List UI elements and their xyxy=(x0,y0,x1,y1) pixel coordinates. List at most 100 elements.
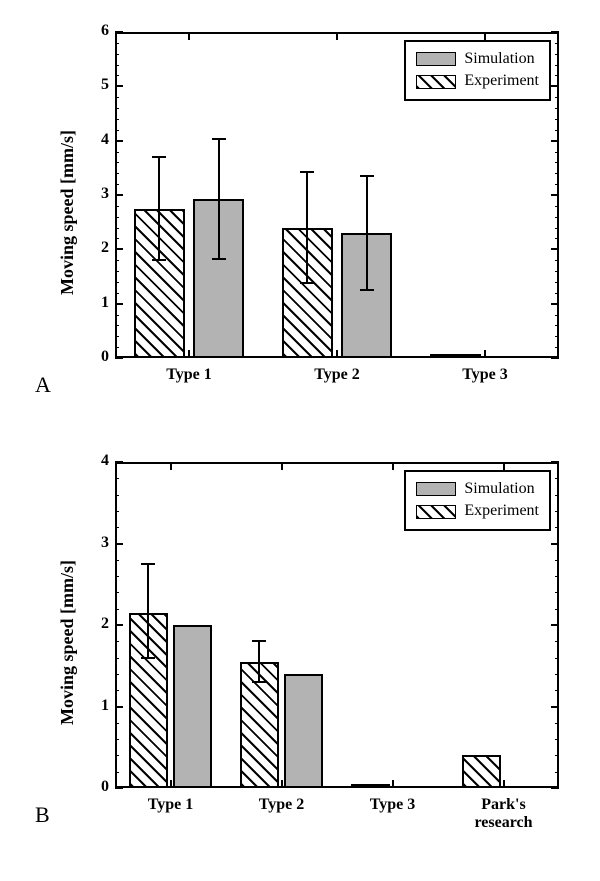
ytick-minor xyxy=(555,576,559,577)
errorbar-cap xyxy=(300,171,314,173)
errorbar xyxy=(218,139,220,259)
legend-label: Experiment xyxy=(464,70,539,92)
ytick-minor xyxy=(115,217,119,218)
errorbar xyxy=(147,564,149,658)
ytick-minor xyxy=(115,173,119,174)
ytick-minor xyxy=(555,260,559,261)
ytick-minor xyxy=(555,755,559,756)
ytick xyxy=(551,194,559,196)
errorbar-cap xyxy=(212,138,226,140)
ytick-minor xyxy=(115,315,119,316)
ytick-minor xyxy=(115,723,119,724)
ytick-label: 0 xyxy=(81,348,109,366)
ytick-minor xyxy=(115,282,119,283)
legend-row: Simulation xyxy=(416,478,539,500)
bar-simulation xyxy=(284,674,323,788)
ytick-minor xyxy=(115,271,119,272)
ytick-minor xyxy=(115,658,119,659)
xtick xyxy=(503,780,505,788)
panel-a-legend: SimulationExperiment xyxy=(404,40,551,101)
ytick-minor xyxy=(555,772,559,773)
ytick-minor xyxy=(115,325,119,326)
ytick-minor xyxy=(555,690,559,691)
ytick-minor xyxy=(115,511,119,512)
xtick xyxy=(188,350,190,358)
ytick xyxy=(115,303,123,305)
ytick-minor xyxy=(555,184,559,185)
xtick xyxy=(503,462,505,470)
xtick-label: Type 2 xyxy=(222,796,342,814)
errorbar-cap xyxy=(252,640,266,642)
ytick xyxy=(115,85,123,87)
ytick-minor xyxy=(115,347,119,348)
ytick-minor xyxy=(115,130,119,131)
ytick-minor xyxy=(115,293,119,294)
ytick-minor xyxy=(115,108,119,109)
ytick-minor xyxy=(115,495,119,496)
errorbar-cap xyxy=(141,563,155,565)
ytick-minor xyxy=(555,282,559,283)
ytick-minor xyxy=(115,609,119,610)
errorbar xyxy=(366,176,368,290)
ytick-label: 3 xyxy=(81,534,109,552)
ytick-label: 6 xyxy=(81,22,109,40)
ytick-minor xyxy=(115,739,119,740)
ytick-minor xyxy=(115,560,119,561)
ytick-minor xyxy=(115,97,119,98)
ytick-label: 3 xyxy=(81,185,109,203)
ytick xyxy=(551,624,559,626)
ytick xyxy=(115,194,123,196)
ytick-label: 4 xyxy=(81,452,109,470)
ytick-minor xyxy=(555,173,559,174)
ytick-minor xyxy=(555,119,559,120)
figure-page: Moving speed [mm/s] A SimulationExperime… xyxy=(0,0,600,881)
xtick-label: Type 1 xyxy=(129,366,249,384)
errorbar-cap xyxy=(300,282,314,284)
ytick-minor xyxy=(115,238,119,239)
panel-a-letter: A xyxy=(35,372,51,398)
panel-a-ylabel: Moving speed [mm/s] xyxy=(57,130,78,295)
ytick-label: 1 xyxy=(81,697,109,715)
ytick xyxy=(115,357,123,359)
ytick xyxy=(551,303,559,305)
ytick-minor xyxy=(115,527,119,528)
xtick-label: Type 3 xyxy=(333,796,453,814)
ytick-minor xyxy=(555,527,559,528)
ytick xyxy=(551,85,559,87)
ytick-minor xyxy=(115,119,119,120)
ytick-minor xyxy=(555,43,559,44)
ytick-minor xyxy=(115,755,119,756)
errorbar-cap xyxy=(360,289,374,291)
ytick-minor xyxy=(555,238,559,239)
ytick-minor xyxy=(555,108,559,109)
ytick-minor xyxy=(115,54,119,55)
ytick-minor xyxy=(555,641,559,642)
legend-row: Experiment xyxy=(416,70,539,92)
ytick xyxy=(551,461,559,463)
ytick-minor xyxy=(115,43,119,44)
ytick-minor xyxy=(115,674,119,675)
ytick-label: 5 xyxy=(81,76,109,94)
ytick-minor xyxy=(115,206,119,207)
ytick-minor xyxy=(555,609,559,610)
ytick xyxy=(551,706,559,708)
ytick xyxy=(115,31,123,33)
ytick-minor xyxy=(555,560,559,561)
ytick xyxy=(115,461,123,463)
ytick-minor xyxy=(115,592,119,593)
panel-b-ylabel: Moving speed [mm/s] xyxy=(57,560,78,725)
legend-swatch xyxy=(416,505,456,519)
xtick-label: Type 3 xyxy=(425,366,545,384)
ytick-minor xyxy=(555,336,559,337)
ytick-minor xyxy=(555,478,559,479)
xtick xyxy=(336,32,338,40)
legend-swatch xyxy=(416,482,456,496)
ytick-minor xyxy=(115,690,119,691)
errorbar xyxy=(258,641,260,682)
xtick-label: Park'sresearch xyxy=(444,796,564,832)
errorbar-cap xyxy=(152,259,166,261)
bar-experiment xyxy=(462,755,501,788)
xtick-label: Type 1 xyxy=(111,796,231,814)
panel-b-legend: SimulationExperiment xyxy=(404,470,551,531)
ytick xyxy=(115,140,123,142)
